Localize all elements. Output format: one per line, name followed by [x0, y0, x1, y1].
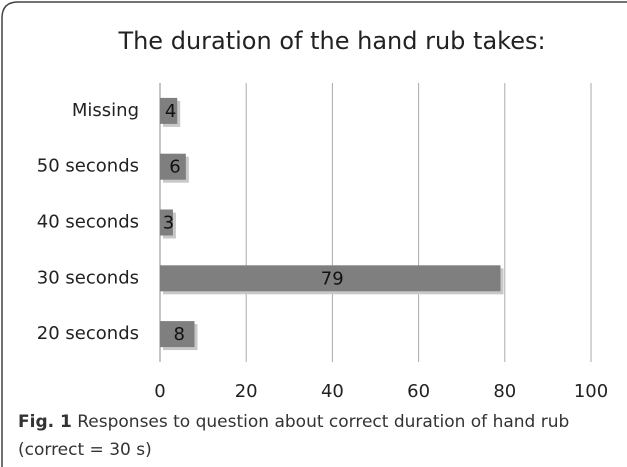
- caption-label: Fig. 1: [18, 412, 72, 432]
- y-tick-label: 30 seconds: [37, 267, 139, 288]
- data-label: 79: [321, 268, 344, 289]
- data-label: 4: [165, 101, 176, 122]
- chart-title: The duration of the hand rub takes:: [117, 27, 545, 55]
- data-label: 8: [174, 324, 185, 345]
- bar: [160, 265, 501, 292]
- y-tick-label: 50 seconds: [37, 156, 139, 177]
- y-tick-label: 40 seconds: [37, 212, 139, 233]
- x-tick-label: 100: [574, 381, 608, 402]
- bar: [160, 153, 186, 180]
- y-tick-label: 20 seconds: [37, 323, 139, 344]
- y-tick-label: Missing: [72, 100, 139, 121]
- x-tick-label: 20: [235, 381, 258, 402]
- bar: [160, 321, 195, 348]
- x-tick-label: 80: [493, 381, 516, 402]
- x-tick-label: 60: [407, 381, 430, 402]
- x-tick-label: 40: [321, 381, 344, 402]
- x-tick-label: 0: [154, 381, 165, 402]
- caption-text: Responses to question about correct dura…: [18, 412, 570, 460]
- bar: [160, 209, 173, 236]
- data-label: 3: [163, 213, 174, 234]
- bar: [160, 97, 178, 124]
- data-label: 6: [169, 157, 180, 178]
- caption: Fig. 1 Responses to question about corre…: [18, 408, 598, 464]
